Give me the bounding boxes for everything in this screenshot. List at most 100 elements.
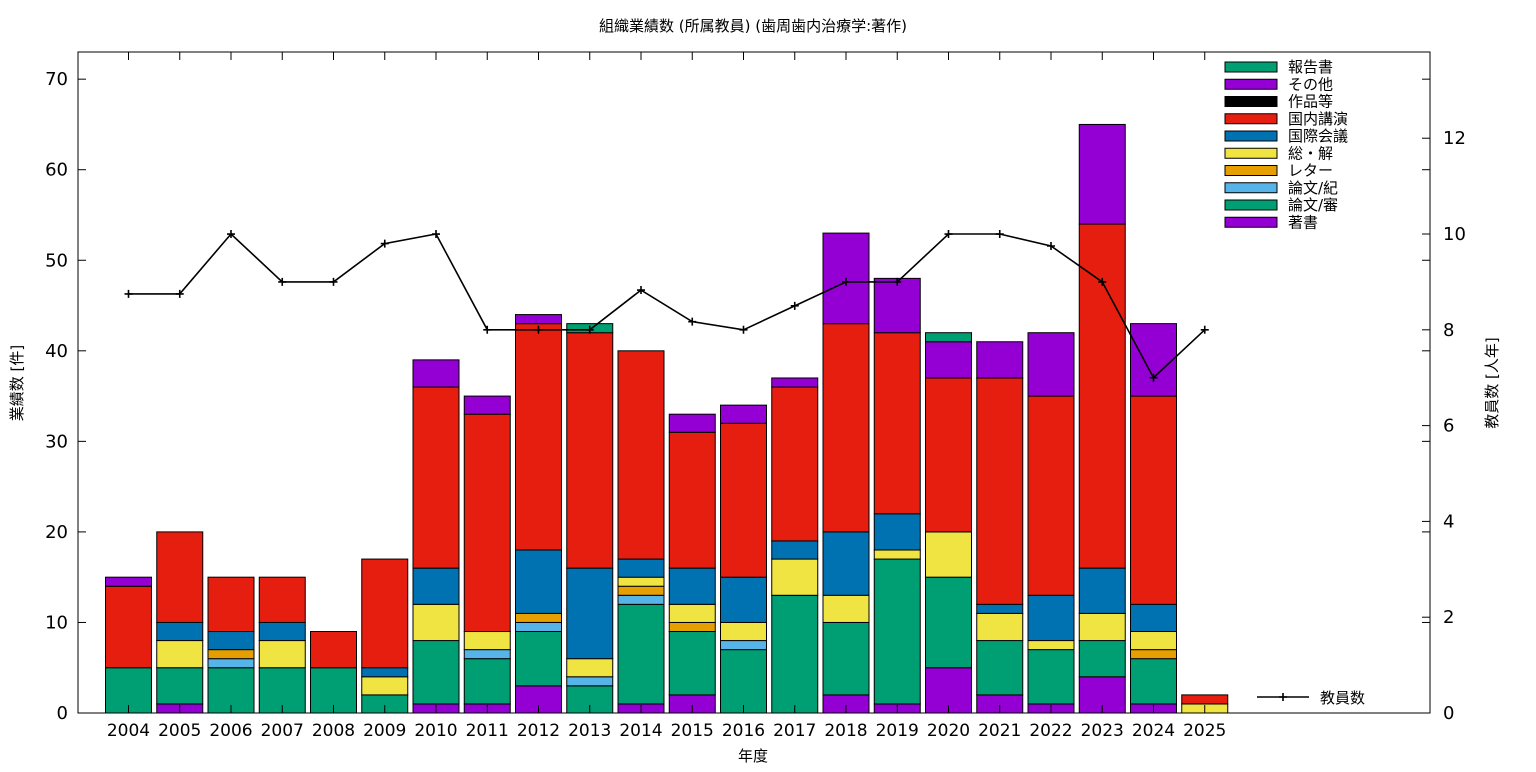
bar-segment: [720, 422, 767, 578]
y2-tick-label: 10: [1443, 224, 1466, 245]
y-tick-label: 20: [45, 522, 68, 543]
bar-segment: [1078, 612, 1126, 642]
bar-segment: [976, 612, 1024, 642]
x-tick-label: 2008: [312, 721, 355, 741]
line-point: [175, 289, 184, 298]
line-point: [1200, 325, 1209, 334]
bar-segment: [1078, 123, 1126, 225]
line-point: [995, 230, 1004, 239]
bar-segment: [207, 631, 255, 651]
bar-segment: [566, 676, 614, 687]
x-tick-label: 2004: [107, 721, 150, 741]
bar-segment: [720, 621, 767, 642]
line-point: [585, 325, 594, 334]
line-point: [227, 230, 235, 239]
bar-segment: [1130, 603, 1177, 633]
bar-segment: [463, 395, 511, 415]
legend-label: 論文/紀: [1288, 179, 1338, 197]
bar-segment: [617, 558, 665, 578]
bar-segment: [1027, 332, 1075, 397]
bar-segment: [207, 576, 255, 633]
line-point: [380, 239, 389, 248]
y2-tick-label: 12: [1443, 128, 1466, 149]
line-point: [329, 277, 338, 286]
bar-segment: [822, 531, 870, 596]
legend-label: 著書: [1288, 213, 1318, 231]
y2-tick-label: 6: [1443, 416, 1454, 437]
bar-segment: [720, 576, 767, 623]
bar-segment: [156, 531, 204, 623]
bar-segment: [822, 594, 870, 623]
line-series-teachers: [128, 232, 1206, 380]
x-tick-label: 2019: [876, 721, 919, 741]
bar-segment: [463, 631, 511, 651]
bar-segment: [617, 576, 665, 587]
bar-segment: [771, 540, 819, 560]
bar-segment: [412, 567, 460, 605]
bar-segment: [925, 377, 972, 533]
bar-segment: [105, 585, 152, 669]
bar-segment: [1130, 395, 1177, 605]
legend-swatch: [1224, 199, 1278, 211]
bar-segment: [668, 631, 716, 696]
bar-segment: [976, 377, 1024, 605]
bar-segment: [668, 603, 716, 623]
line-point: [1149, 373, 1158, 382]
bar-segment: [310, 631, 357, 669]
bar-segment: [1130, 649, 1177, 660]
bar-segment: [566, 658, 614, 678]
bar-segment: [873, 513, 921, 551]
legend-swatch: [1224, 182, 1278, 194]
y-axis-label: 業績数 [件]: [8, 345, 26, 421]
bar-segment: [1027, 649, 1075, 705]
legend-swatch: [1224, 147, 1278, 159]
y2-tick-label: 4: [1443, 511, 1454, 532]
axes-layer: 0 10 20 30 40 50 60 70 0 2 4 6 8 10 12 2004 2005 2006 2007…: [45, 52, 1466, 741]
legend-swatch: [1224, 61, 1278, 73]
bar-segment: [771, 386, 819, 542]
x-tick-label: 2006: [209, 721, 252, 741]
legend-label: 作品等: [1288, 93, 1333, 111]
legend-label: 報告書: [1288, 58, 1333, 76]
legend-label: 論文/審: [1288, 196, 1338, 214]
line-point: [893, 277, 902, 286]
bar-segment: [361, 676, 409, 696]
bar-segment: [1078, 567, 1126, 614]
x-tick-label: 2012: [517, 721, 560, 741]
x-axis-label: 年度: [738, 747, 768, 765]
bar-segment: [412, 640, 460, 705]
bar-segment: [1078, 640, 1126, 678]
bar-segment: [720, 404, 767, 424]
bar-segment: [515, 631, 562, 687]
bar-segment: [1130, 631, 1177, 651]
x-tick-label: 2018: [824, 721, 867, 741]
x-tick-label: 2009: [363, 721, 406, 741]
legend-label: 国際会議: [1288, 127, 1348, 145]
bar-segment: [361, 667, 409, 678]
x-tick-label: 2025: [1183, 721, 1226, 741]
bar-segment: [873, 549, 921, 560]
bar-segment: [515, 612, 562, 623]
x-tick-label: 2024: [1132, 721, 1175, 741]
bar-segment: [925, 332, 972, 343]
legend-label: その他: [1288, 75, 1333, 93]
line-point: [1098, 277, 1107, 286]
bar-segment: [156, 621, 204, 642]
y2-axis-label: 教員数 [人年]: [1483, 337, 1501, 428]
y-tick-label: 40: [45, 341, 68, 362]
bar-segment: [925, 576, 972, 669]
legend-line-label: 教員数: [1320, 689, 1365, 707]
legend-swatch: [1224, 78, 1278, 90]
legend-label: 国内講演: [1288, 110, 1348, 128]
bar-segment: [258, 621, 306, 642]
bar-segment: [361, 558, 409, 669]
bar-segment: [412, 359, 460, 388]
bar-segment: [412, 386, 460, 569]
bar-segment: [1130, 658, 1177, 705]
bars-layer: [105, 123, 1229, 714]
x-tick-label: 2010: [414, 721, 457, 741]
y-tick-label: 70: [45, 69, 68, 90]
bar-segment: [771, 558, 819, 596]
